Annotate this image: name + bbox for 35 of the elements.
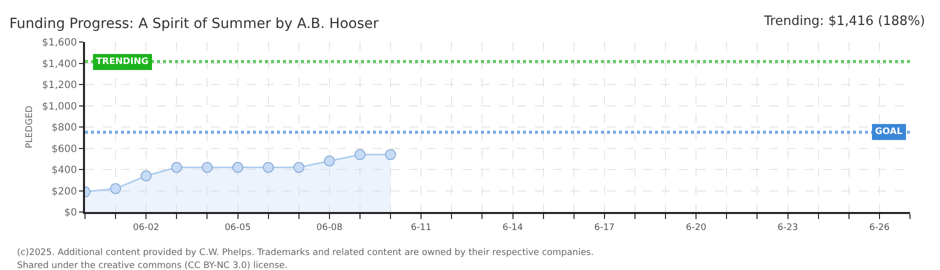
point [202, 162, 213, 173]
x-tick-label: 6-23 [778, 222, 798, 233]
point [385, 149, 396, 160]
x-tick-label: 06-02 [133, 222, 160, 233]
ref-line-label: TRENDING [96, 57, 148, 67]
y-tick-label: $800 [52, 122, 77, 134]
y-tick-label: $1,200 [42, 80, 77, 91]
point [262, 162, 274, 173]
x-tick-label: 6-14 [502, 222, 524, 233]
ref-line-label: GOAL [875, 127, 903, 137]
x-tick-label: 6-20 [686, 222, 707, 233]
x-tick-label: 6-11 [410, 222, 432, 233]
point [110, 183, 122, 194]
chart-title: Funding Progress: A Spirit of Summer by A.B. Hooser [9, 16, 379, 32]
y-tick-label: $600 [52, 144, 77, 155]
point [171, 162, 182, 173]
y-tick-label: $1,000 [42, 101, 77, 112]
x-tick-label: 6-26 [869, 222, 890, 233]
x-tick-label: 06-08 [316, 222, 343, 233]
point [324, 156, 335, 166]
y-tick-label: $400 [52, 165, 77, 176]
x-tick-label: 6-17 [594, 222, 615, 233]
y-tick-label: $200 [52, 186, 77, 198]
y-tick-label: $1,400 [42, 58, 77, 70]
point [293, 162, 304, 173]
y-tick-label: $0 [64, 208, 77, 218]
point [232, 162, 244, 173]
text: Shared under the creative commons (CC BY-NC 3.0) license. [17, 261, 288, 270]
point [140, 170, 152, 182]
chart-subtitle: Trending: $1,416 (188%) [763, 14, 926, 29]
text: (c)2025. Additional content provided by C.W. Phelps. Trademarks and related content are owned by their respective companies. [17, 248, 594, 258]
y-axis-title: PLEDGED [24, 106, 35, 148]
y-tick-label: $1,600 [42, 38, 77, 48]
point [354, 149, 366, 160]
x-tick-label: 06-05 [224, 222, 251, 233]
